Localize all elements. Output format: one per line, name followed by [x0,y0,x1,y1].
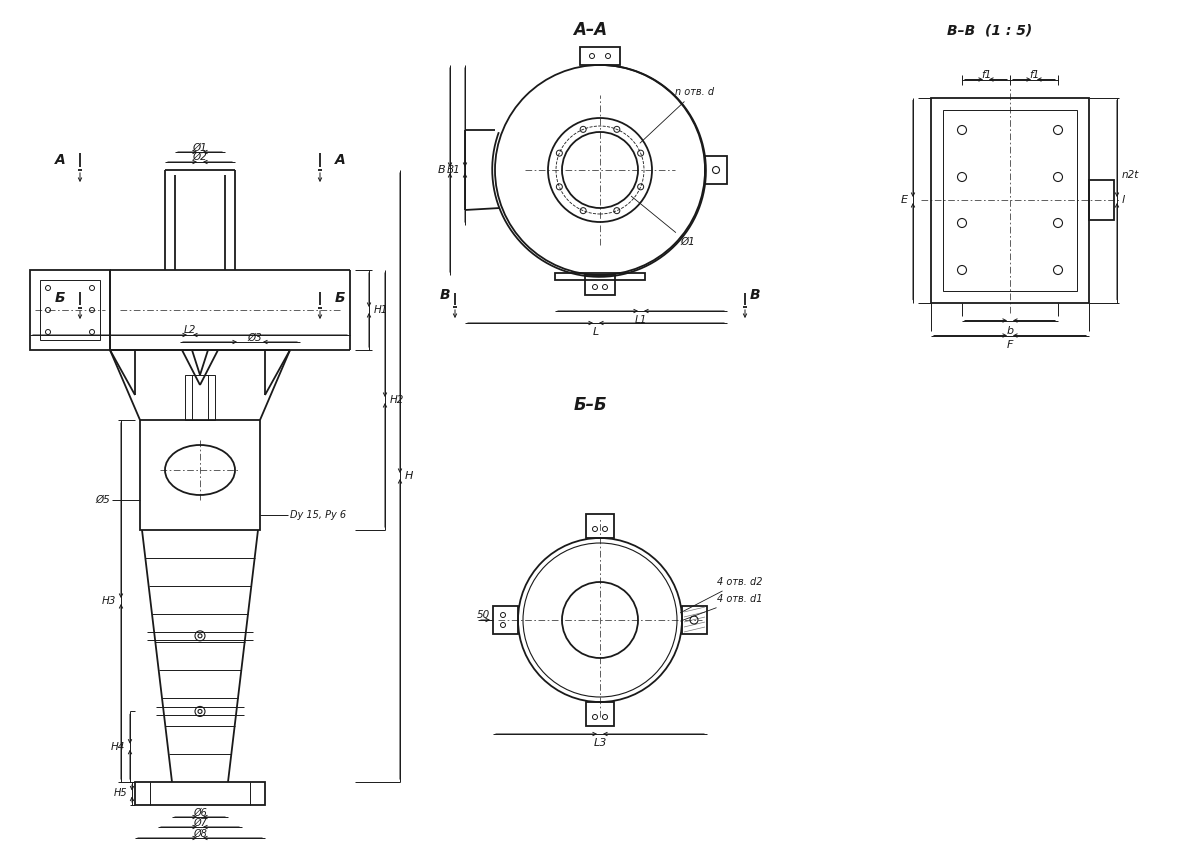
Text: L1: L1 [635,315,647,325]
Bar [586,702,614,726]
Text: H2: H2 [390,395,404,405]
Text: 4 отв. d1: 4 отв. d1 [680,594,762,621]
Bar [586,275,616,295]
Text: n отв. d: n отв. d [640,87,714,143]
Text: Ø7: Ø7 [193,818,206,828]
Text: f1: f1 [980,70,991,79]
Text: Ø8: Ø8 [193,829,206,839]
Text: Ø3: Ø3 [247,333,263,343]
Bar [580,47,620,65]
Text: L2: L2 [184,325,196,335]
Text: 50: 50 [476,610,490,620]
Text: A: A [55,153,65,167]
Text: Ø1: Ø1 [193,143,208,153]
Bar [140,420,260,530]
Text: A: A [335,153,346,167]
Text: 4 отв. d2: 4 отв. d2 [680,577,762,612]
Text: Dy 15, Ру 6: Dy 15, Ру 6 [290,510,346,520]
Text: B: B [750,288,761,302]
Text: E: E [901,195,908,205]
Text: L3: L3 [593,738,607,748]
Bar [586,514,614,538]
Text: F: F [1007,341,1013,351]
Bar [40,280,100,340]
Text: B1: B1 [446,165,460,175]
Text: Ø5: Ø5 [95,495,110,505]
Bar [493,606,518,634]
Text: Б–Б: Б–Б [574,396,607,414]
Text: Б: Б [55,291,65,305]
Text: B–B  (1 : 5): B–B (1 : 5) [947,23,1033,37]
Text: l: l [1122,195,1126,205]
Text: Ø2: Ø2 [193,152,208,162]
Bar [134,782,265,805]
Bar [943,109,1078,291]
Text: L: L [593,327,599,337]
Text: H5: H5 [113,789,127,798]
Text: b: b [1007,325,1014,335]
Text: Ø1: Ø1 [631,196,695,247]
Bar [185,375,215,420]
Text: H4: H4 [110,741,125,752]
Bar [706,156,727,184]
Text: B: B [439,288,450,302]
Text: Ø6: Ø6 [193,808,206,818]
Bar [931,97,1090,303]
Text: H: H [406,471,413,481]
Bar [682,606,707,634]
Text: Б: Б [335,291,346,305]
Bar [30,270,110,350]
Text: H3: H3 [102,596,116,606]
Bar [1090,180,1114,220]
Text: f1: f1 [1028,70,1039,79]
Bar [554,273,646,280]
Text: B: B [437,165,445,175]
Text: H1: H1 [374,305,389,315]
Text: n2t: n2t [1122,170,1139,180]
Text: A–A: A–A [572,21,607,39]
